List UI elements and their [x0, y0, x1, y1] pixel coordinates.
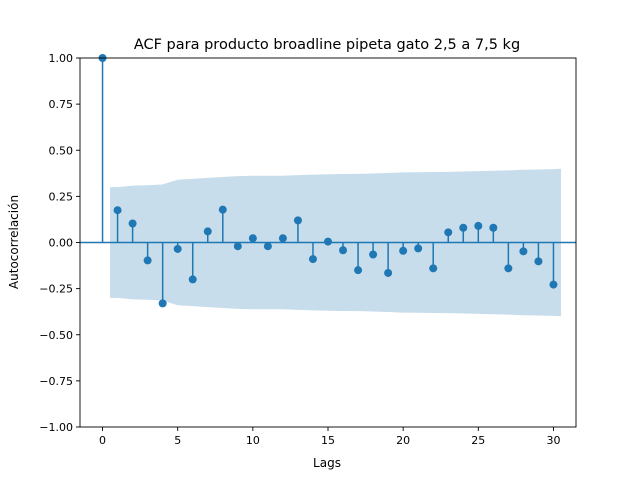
- marker-lag-10: [248, 234, 257, 243]
- y-tick-label: −0.75: [39, 375, 73, 388]
- y-axis-ticks: −1.00 −0.75 −0.50 −0.25 0.00 0.25 0.50 0.75 1.00: [39, 52, 80, 434]
- marker-lag-16: [339, 246, 348, 255]
- marker-lag-30: [549, 280, 558, 289]
- x-axis-label: Lags: [313, 456, 341, 470]
- marker-lag-2: [128, 219, 137, 228]
- y-tick-label: 0.50: [49, 144, 74, 157]
- x-tick-label: 10: [246, 434, 260, 447]
- marker-lag-24: [459, 223, 468, 232]
- y-tick-label: −0.25: [39, 283, 73, 296]
- marker-lag-18: [369, 250, 378, 259]
- marker-lag-20: [399, 246, 408, 255]
- y-tick-label: 1.00: [49, 52, 74, 65]
- x-tick-label: 25: [471, 434, 485, 447]
- marker-lag-21: [414, 244, 423, 253]
- marker-lag-11: [263, 242, 272, 251]
- marker-lag-26: [489, 223, 498, 232]
- markers-layer: [98, 54, 558, 308]
- marker-lag-25: [474, 221, 483, 230]
- chart-title: ACF para producto broadline pipeta gato …: [134, 37, 520, 53]
- marker-lag-12: [278, 234, 287, 243]
- marker-lag-15: [324, 237, 332, 246]
- marker-lag-4: [158, 299, 167, 308]
- marker-lag-22: [429, 264, 438, 273]
- marker-lag-23: [444, 228, 453, 237]
- y-tick-label: 0.00: [49, 237, 74, 250]
- marker-lag-14: [308, 255, 317, 264]
- marker-lag-13: [293, 216, 302, 225]
- x-tick-label: 30: [546, 434, 560, 447]
- marker-lag-27: [504, 264, 513, 273]
- marker-lag-9: [233, 242, 242, 251]
- y-tick-label: 0.75: [49, 98, 74, 111]
- y-tick-label: −1.00: [39, 421, 73, 434]
- x-tick-label: 15: [321, 434, 335, 447]
- marker-lag-1: [113, 206, 122, 215]
- x-tick-label: 5: [174, 434, 181, 447]
- marker-lag-6: [188, 275, 197, 284]
- y-tick-label: −0.50: [39, 329, 73, 342]
- marker-lag-19: [384, 268, 393, 277]
- marker-lag-29: [534, 257, 543, 266]
- marker-lag-7: [203, 227, 212, 236]
- x-tick-label: 20: [396, 434, 410, 447]
- x-tick-label: 0: [99, 434, 106, 447]
- marker-lag-28: [519, 247, 528, 256]
- y-tick-label: 0.25: [49, 190, 74, 203]
- marker-lag-5: [173, 244, 182, 253]
- marker-lag-17: [354, 266, 363, 275]
- y-axis-label: Autocorrelación: [7, 195, 21, 289]
- x-axis-ticks: 0 5 10 15 20 25 30: [99, 427, 560, 447]
- marker-lag-3: [143, 256, 152, 265]
- marker-lag-8: [218, 205, 227, 214]
